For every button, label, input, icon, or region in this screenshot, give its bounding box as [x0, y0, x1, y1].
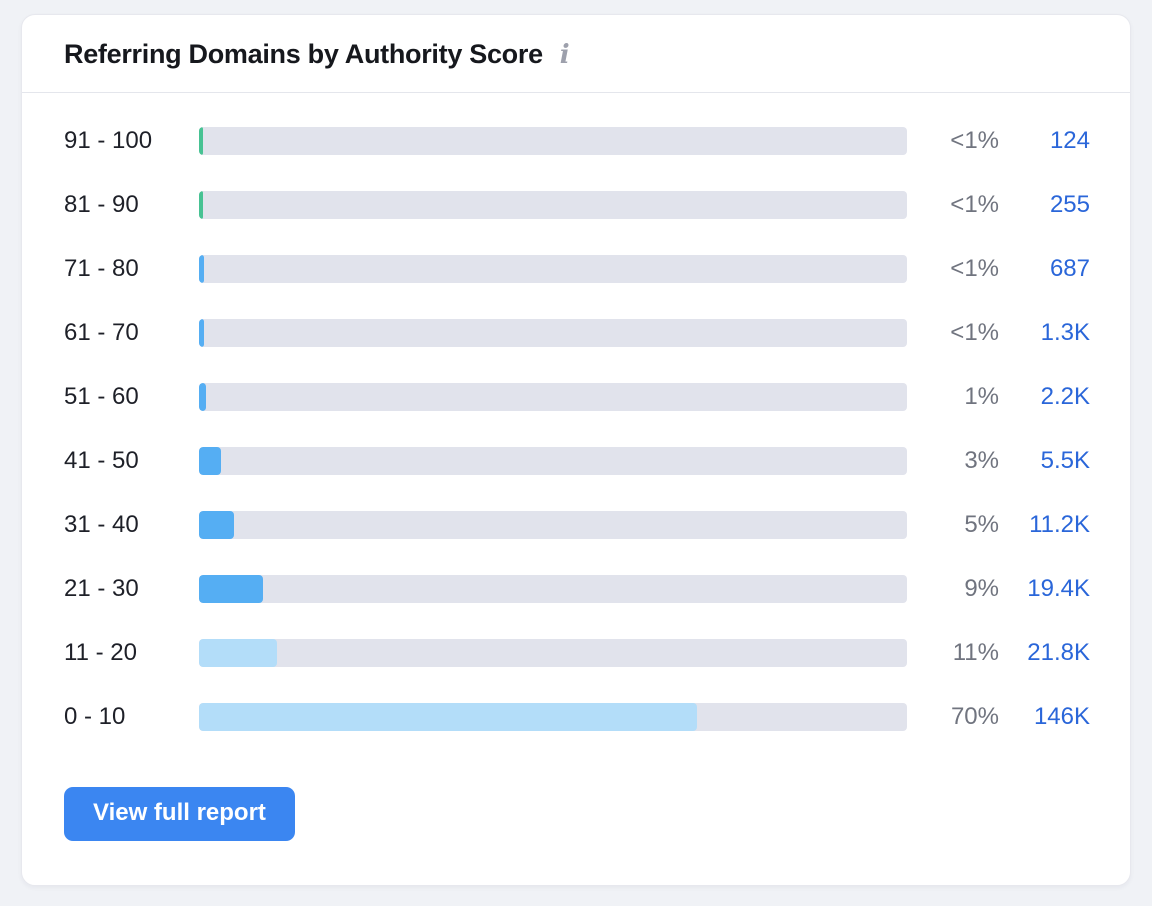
bar-fill — [199, 639, 277, 667]
bar-fill — [199, 127, 204, 155]
score-range-label: 51 - 60 — [64, 383, 139, 410]
bar-track — [199, 447, 907, 475]
score-range-label: 21 - 30 — [64, 575, 139, 602]
bar-track — [199, 127, 907, 155]
domain-count-link[interactable]: 19.4K — [1027, 575, 1090, 602]
bar-track — [199, 575, 907, 603]
info-icon[interactable]: i — [559, 39, 570, 70]
domain-count-link[interactable]: 255 — [1049, 191, 1090, 218]
domain-count-link[interactable]: 687 — [1049, 255, 1090, 282]
domain-count-link[interactable]: 5.5K — [1040, 447, 1090, 474]
chart-row-71-80: 71 - 80 <1% 687 — [64, 255, 1090, 283]
score-range-label: 0 - 10 — [64, 703, 126, 730]
percent-value: <1% — [950, 255, 999, 282]
chart-row-41-50: 41 - 50 3% 5.5K — [64, 447, 1090, 475]
chart-row-51-60: 51 - 60 1% 2.2K — [64, 383, 1090, 411]
domain-count-link[interactable]: 21.8K — [1027, 639, 1090, 666]
percent-value: 3% — [964, 447, 999, 474]
chart-row-0-10: 0 - 10 70% 146K — [64, 703, 1090, 731]
bar-track — [199, 639, 907, 667]
score-range-label: 71 - 80 — [64, 255, 139, 282]
bar-track — [199, 511, 907, 539]
score-range-label: 81 - 90 — [64, 191, 139, 218]
score-range-label: 61 - 70 — [64, 319, 139, 346]
domain-count-link[interactable]: 11.2K — [1029, 511, 1090, 538]
card-footer: View full report — [22, 779, 1130, 885]
percent-value: 11% — [952, 639, 999, 666]
score-range-label: 31 - 40 — [64, 511, 139, 538]
domain-count-link[interactable]: 124 — [1049, 127, 1090, 154]
bar-fill — [199, 255, 204, 283]
percent-value: 1% — [964, 383, 999, 410]
chart-row-81-90: 81 - 90 <1% 255 — [64, 191, 1090, 219]
score-range-label: 41 - 50 — [64, 447, 139, 474]
bar-fill — [199, 383, 207, 411]
bar-track — [199, 703, 907, 731]
domain-count-link[interactable]: 1.3K — [1040, 319, 1090, 346]
domain-count-link[interactable]: 2.2K — [1040, 383, 1090, 410]
percent-value: 70% — [950, 703, 999, 730]
domain-count-link[interactable]: 146K — [1033, 703, 1090, 730]
bar-track — [199, 191, 907, 219]
score-range-label: 91 - 100 — [64, 127, 153, 154]
bar-track — [199, 319, 907, 347]
card-title: Referring Domains by Authority Score — [64, 39, 543, 69]
percent-value: <1% — [950, 191, 999, 218]
referring-domains-card: Referring Domains by Authority Score i 9… — [21, 14, 1131, 886]
bar-fill — [199, 319, 204, 347]
chart-row-11-20: 11 - 20 11% 21.8K — [64, 639, 1090, 667]
chart-row-91-100: 91 - 100 <1% 124 — [64, 127, 1090, 155]
bar-fill — [199, 447, 221, 475]
bar-fill — [199, 191, 204, 219]
score-range-label: 11 - 20 — [64, 639, 137, 666]
bar-fill — [199, 703, 697, 731]
bar-track — [199, 383, 907, 411]
percent-value: <1% — [950, 319, 999, 346]
authority-score-chart: 91 - 100 <1% 124 81 - 90 <1% 255 71 - 80… — [22, 93, 1130, 779]
bar-fill — [199, 575, 263, 603]
percent-value: 9% — [964, 575, 999, 602]
bar-fill — [199, 511, 234, 539]
percent-value: 5% — [964, 511, 999, 538]
chart-row-21-30: 21 - 30 9% 19.4K — [64, 575, 1090, 603]
card-header: Referring Domains by Authority Score i — [22, 15, 1130, 93]
bar-track — [199, 255, 907, 283]
view-full-report-button[interactable]: View full report — [64, 787, 295, 841]
chart-row-61-70: 61 - 70 <1% 1.3K — [64, 319, 1090, 347]
chart-row-31-40: 31 - 40 5% 11.2K — [64, 511, 1090, 539]
percent-value: <1% — [950, 127, 999, 154]
